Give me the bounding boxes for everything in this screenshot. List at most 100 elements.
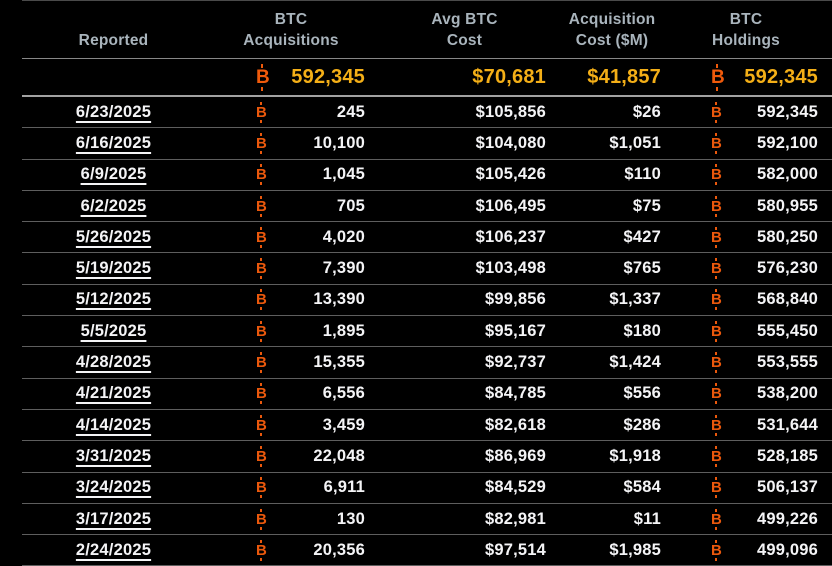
- bitcoin-icon: B: [256, 477, 267, 499]
- table-row: 5/5/2025 B 1,895 $95,167 $180 B 555,450: [22, 315, 832, 348]
- avg-btc-cost-value: $95,167: [377, 315, 552, 348]
- reported-date-link[interactable]: 6/2/2025: [80, 196, 147, 215]
- totals-empty-cell: [22, 58, 205, 97]
- avg-btc-cost-value: $105,426: [377, 159, 552, 191]
- acquisition-cost-value: $180: [552, 315, 672, 348]
- reported-date-link[interactable]: 6/16/2025: [75, 133, 152, 152]
- acquisition-cost-value: $1,337: [552, 284, 672, 317]
- bitcoin-icon: B: [711, 383, 722, 405]
- avg-btc-cost-value: $97,514: [377, 534, 552, 566]
- bitcoin-icon: B: [256, 226, 267, 248]
- reported-date-link[interactable]: 5/26/2025: [75, 227, 152, 246]
- avg-btc-cost-value: $105,856: [377, 96, 552, 129]
- reported-date-link[interactable]: 5/19/2025: [75, 259, 152, 278]
- btc-holdings-value: 592,100: [756, 133, 818, 152]
- reported-date-link[interactable]: 5/12/2025: [75, 290, 152, 309]
- avg-btc-cost-value: $99,856: [377, 284, 552, 317]
- column-header-line: Avg BTC: [431, 11, 498, 28]
- bitcoin-icon: B: [256, 258, 267, 280]
- bitcoin-icon: B: [256, 195, 267, 217]
- bitcoin-icon: B: [711, 445, 722, 467]
- btc-holdings-value: 531,644: [756, 415, 818, 434]
- table-row: 6/2/2025 B 705 $106,495 $75 B 580,955: [22, 190, 832, 223]
- btc-acquisitions-value: 20,356: [313, 540, 365, 559]
- avg-btc-cost-value: $103,498: [377, 252, 552, 285]
- table-row: 4/28/2025 B 15,355 $92,737 $1,424 B 553,…: [22, 346, 832, 379]
- bitcoin-icon: B: [256, 508, 267, 530]
- bitcoin-icon: B: [711, 101, 722, 123]
- acquisition-cost-value: $75: [552, 190, 672, 223]
- column-header-line: BTC: [274, 11, 308, 28]
- bitcoin-icon: B: [711, 352, 722, 374]
- btc-acquisitions-value: 705: [336, 196, 365, 215]
- reported-date-link[interactable]: 4/28/2025: [75, 353, 152, 372]
- column-header-btc-acquisitions: BTC Acquisitions: [205, 0, 377, 59]
- acquisition-cost-value: $556: [552, 378, 672, 410]
- avg-btc-cost-value: $84,529: [377, 472, 552, 504]
- reported-date-link[interactable]: 3/17/2025: [75, 509, 152, 528]
- bitcoin-icon: B: [711, 289, 722, 311]
- avg-btc-cost-value: $106,495: [377, 190, 552, 223]
- bitcoin-icon: B: [711, 258, 722, 280]
- btc-acquisitions-value: 3,459: [322, 415, 365, 434]
- column-header-acquisition-cost: Acquisition Cost ($M): [552, 0, 672, 59]
- reported-date-link[interactable]: 5/5/2025: [80, 321, 147, 340]
- table-row: 3/24/2025 B 6,911 $84,529 $584 B 506,137: [22, 472, 832, 504]
- acquisition-cost-value: $1,918: [552, 440, 672, 473]
- column-header-reported: Reported: [22, 0, 205, 59]
- acquisition-cost-value: $110: [552, 159, 672, 191]
- btc-holdings-value: 592,345: [756, 102, 818, 121]
- column-header-line: Holdings: [712, 32, 780, 49]
- totals-btc-acquisitions: 592,345: [291, 65, 365, 88]
- column-header-line: BTC: [729, 11, 763, 28]
- btc-acquisitions-value: 245: [336, 102, 365, 121]
- totals-btc-holdings: 592,345: [744, 65, 818, 88]
- acquisition-cost-value: $584: [552, 472, 672, 504]
- reported-date-link[interactable]: 3/24/2025: [75, 478, 152, 497]
- bitcoin-icon: B: [256, 414, 267, 436]
- btc-acquisitions-value: 7,390: [322, 259, 365, 278]
- reported-date-link[interactable]: 3/31/2025: [75, 446, 152, 465]
- bitcoin-icon: B: [711, 539, 722, 561]
- table-row: 4/21/2025 B 6,556 $84,785 $556 B 538,200: [22, 378, 832, 410]
- bitcoin-icon: B: [711, 226, 722, 248]
- table-row: 5/19/2025 B 7,390 $103,498 $765 B 576,23…: [22, 252, 832, 285]
- btc-holdings-value: 582,000: [756, 165, 818, 184]
- bitcoin-icon: B: [256, 164, 267, 186]
- acquisition-cost-value: $1,051: [552, 127, 672, 160]
- bitcoin-icon: B: [711, 508, 722, 530]
- btc-acquisitions-value: 6,911: [323, 478, 365, 497]
- reported-date-link[interactable]: 4/14/2025: [75, 415, 152, 434]
- totals-avg-btc-cost: $70,681: [377, 58, 552, 97]
- bitcoin-icon: B: [256, 101, 267, 123]
- acquisition-cost-value: $1,985: [552, 534, 672, 566]
- btc-acquisitions-value: 10,100: [313, 133, 365, 152]
- bitcoin-icon: B: [711, 414, 722, 436]
- column-header-btc-holdings: BTC Holdings: [672, 0, 832, 59]
- table-header-row: Reported BTC Acquisitions Avg BTC Cost A…: [22, 0, 832, 59]
- table-row: 6/23/2025 B 245 $105,856 $26 B 592,345: [22, 96, 832, 129]
- reported-date-link[interactable]: 2/24/2025: [75, 540, 152, 559]
- bitcoin-icon: B: [711, 132, 722, 154]
- table-row: 6/9/2025 B 1,045 $105,426 $110 B 582,000: [22, 159, 832, 191]
- bitcoin-icon: B: [256, 289, 267, 311]
- btc-acquisitions-value: 13,390: [313, 290, 365, 309]
- bitcoin-icon: B: [256, 539, 267, 561]
- btc-holdings-value: 553,555: [756, 353, 818, 372]
- reported-date-link[interactable]: 4/21/2025: [75, 384, 152, 403]
- acquisition-cost-value: $427: [552, 221, 672, 254]
- avg-btc-cost-value: $104,080: [377, 127, 552, 160]
- btc-acquisitions-value: 15,355: [313, 353, 365, 372]
- table-row: 2/24/2025 B 20,356 $97,514 $1,985 B 499,…: [22, 534, 832, 566]
- btc-acquisitions-value: 1,895: [322, 321, 365, 340]
- bitcoin-icon: B: [256, 352, 267, 374]
- reported-date-link[interactable]: 6/23/2025: [75, 102, 152, 121]
- acquisition-cost-value: $11: [552, 503, 672, 536]
- bitcoin-icon: B: [256, 320, 267, 342]
- reported-date-link[interactable]: 6/9/2025: [80, 165, 147, 184]
- totals-acquisition-cost: $41,857: [552, 58, 672, 97]
- btc-acquisitions-value: 4,020: [322, 227, 365, 246]
- btc-holdings-value: 506,137: [756, 478, 818, 497]
- column-header-line: Acquisitions: [243, 32, 339, 49]
- acquisition-cost-value: $286: [552, 409, 672, 442]
